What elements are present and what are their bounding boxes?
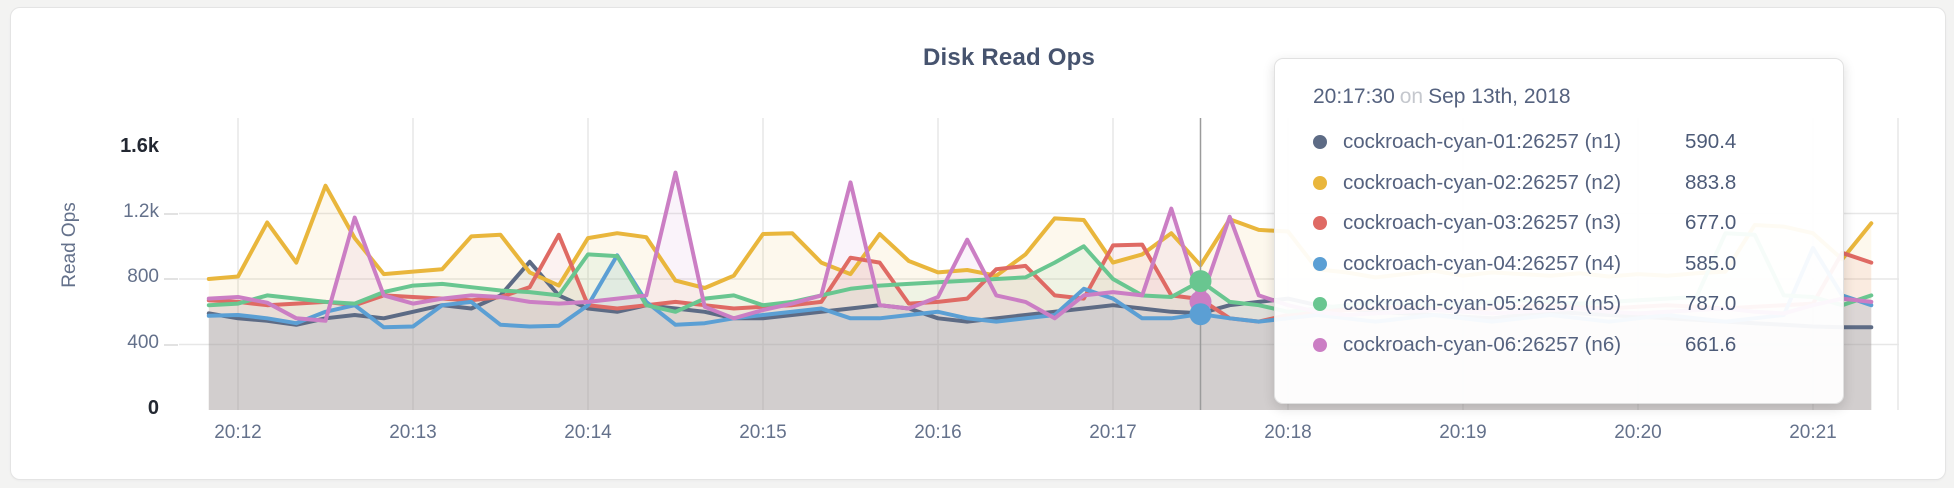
tooltip-header: 20:17:30 on Sep 13th, 2018: [1313, 85, 1815, 109]
hover-tooltip: 20:17:30 on Sep 13th, 2018 cockroach-cyan-…: [1274, 58, 1844, 404]
y-tick-mark: [164, 212, 178, 215]
x-tick-label: 20:16: [914, 422, 962, 443]
series-value: 883.8: [1685, 170, 1737, 194]
tooltip-row: cockroach-cyan-05:26257 (n5) 787.0: [1313, 284, 1815, 325]
tooltip-row: cockroach-cyan-04:26257 (n4) 585.0: [1313, 244, 1815, 285]
series-value: 677.0: [1685, 211, 1737, 235]
series-color-dot: [1313, 297, 1327, 312]
tooltip-on-word: on: [1399, 85, 1424, 108]
x-tick-label: 20:14: [564, 422, 612, 443]
y-tick-label: 400: [127, 331, 159, 353]
x-tick-label: 20:15: [739, 422, 787, 443]
series-name: cockroach-cyan-01:26257 (n1): [1343, 130, 1622, 154]
tooltip-time: 20:17:30: [1313, 85, 1395, 108]
series-color-dot: [1313, 175, 1327, 190]
x-tick-label: 20:13: [389, 422, 437, 443]
series-name: cockroach-cyan-02:26257 (n2): [1343, 170, 1622, 194]
series-value: 590.4: [1685, 130, 1737, 154]
x-tick-label: 20:20: [1614, 422, 1662, 443]
x-tick-label: 20:21: [1789, 422, 1837, 443]
series-name: cockroach-cyan-04:26257 (n4): [1343, 251, 1622, 275]
y-tick-label: 0: [147, 397, 159, 419]
series-name: cockroach-cyan-03:26257 (n3): [1343, 211, 1622, 235]
chart-card: Disk Read Ops Read Ops 1.6k 1.2k 800 400 0 2…: [10, 7, 1946, 480]
y-axis-label: Read Ops: [59, 202, 80, 288]
tooltip-row: cockroach-cyan-01:26257 (n1) 590.4: [1313, 122, 1815, 163]
x-tick-label: 20:19: [1439, 422, 1487, 443]
y-tick-label: 1.6k: [120, 135, 159, 157]
tooltip-row: cockroach-cyan-02:26257 (n2) 883.8: [1313, 163, 1815, 204]
tooltip-row: cockroach-cyan-06:26257 (n6) 661.6: [1313, 325, 1815, 366]
series-color-dot: [1313, 216, 1327, 231]
tooltip-row: cockroach-cyan-03:26257 (n3) 677.0: [1313, 203, 1815, 244]
series-color-dot: [1313, 135, 1327, 150]
x-tick-label: 20:17: [1089, 422, 1137, 443]
x-tick-label: 20:12: [214, 422, 262, 443]
highlight-dot-n4: [1189, 303, 1212, 326]
y-tick-label: 1.2k: [123, 200, 159, 222]
x-tick-label: 20:18: [1264, 422, 1312, 443]
series-value: 787.0: [1685, 292, 1737, 316]
chart-title: Disk Read Ops: [923, 44, 1095, 71]
series-color-dot: [1313, 256, 1327, 271]
series-color-dot: [1313, 337, 1327, 352]
series-value: 585.0: [1685, 251, 1737, 275]
y-tick-mark: [164, 343, 178, 346]
tooltip-date: Sep 13th, 2018: [1428, 85, 1571, 108]
y-tick-label: 800: [127, 266, 159, 287]
series-value: 661.6: [1685, 332, 1737, 356]
y-tick-mark: [164, 278, 178, 280]
tooltip-rows: cockroach-cyan-01:26257 (n1) 590.4 cockroa…: [1313, 122, 1815, 365]
highlight-dot-n5: [1189, 270, 1212, 293]
series-name: cockroach-cyan-06:26257 (n6): [1343, 332, 1622, 356]
series-name: cockroach-cyan-05:26257 (n5): [1343, 292, 1622, 316]
